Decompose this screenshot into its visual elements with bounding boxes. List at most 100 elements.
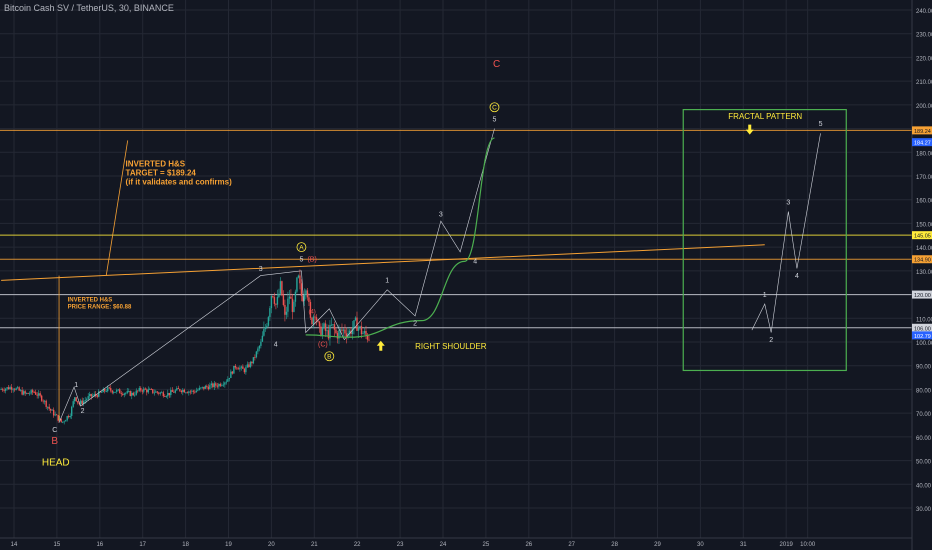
candle-body	[22, 391, 25, 395]
candle-body	[102, 389, 104, 393]
candle-body	[293, 301, 295, 312]
candle-body	[246, 364, 249, 368]
wave-label: 4	[274, 342, 278, 349]
candle-body	[294, 291, 297, 302]
candle-body	[351, 328, 354, 334]
candle-body	[363, 331, 366, 334]
candle-body	[317, 320, 319, 322]
candle-body	[147, 389, 149, 393]
candle-body	[306, 290, 309, 298]
candle-body	[171, 390, 174, 392]
chart-title: Bitcoin Cash SV / TetherUS, 30, BINANCE	[4, 3, 174, 13]
candle-body	[233, 365, 235, 374]
candle-body	[77, 401, 79, 403]
candle-body	[359, 326, 361, 328]
x-tick-label: 30	[697, 542, 704, 548]
candle-body	[209, 385, 211, 390]
candle-body	[231, 371, 234, 374]
candle-body	[174, 390, 177, 393]
price-badge	[912, 331, 932, 340]
candle-body	[296, 277, 298, 292]
wave-label: C	[52, 427, 57, 434]
candle-body	[284, 305, 286, 315]
candle-body	[353, 320, 355, 329]
annotation-text-line: INVERTED H&S	[126, 160, 186, 169]
x-tick-label: 2019	[780, 542, 794, 548]
y-tick-label: 30.00	[916, 507, 932, 513]
candle-body	[52, 409, 55, 416]
y-tick-label: 230.00	[916, 33, 932, 39]
candle-body	[276, 296, 279, 305]
candle-body	[365, 331, 367, 335]
candle-body	[266, 325, 268, 328]
candle-body	[300, 283, 303, 297]
x-tick-label: 18	[182, 542, 189, 548]
arrow-up-icon	[376, 340, 385, 351]
candle-body	[16, 387, 19, 389]
x-tick-label: 14	[11, 542, 18, 548]
candle-body	[198, 387, 201, 390]
candle-body	[339, 329, 342, 331]
x-tick-label: 15	[54, 542, 61, 548]
candle-body	[309, 302, 312, 318]
candle-body	[347, 333, 349, 337]
candle-body	[36, 394, 38, 396]
candle-body	[80, 400, 82, 404]
candle-body	[143, 388, 145, 392]
candle-body	[60, 418, 62, 422]
candle-body	[104, 389, 106, 392]
candle-body	[279, 281, 282, 294]
neckline-trendline	[1, 244, 765, 281]
x-tick-label: 16	[96, 542, 103, 548]
candle-body	[75, 397, 77, 402]
candle-body	[318, 321, 321, 327]
drawings-layer	[1, 108, 847, 423]
candle-body	[360, 326, 363, 335]
candle-body	[153, 392, 155, 394]
candle-body	[57, 415, 59, 421]
candle-body	[354, 317, 357, 321]
candle-body	[42, 400, 44, 402]
x-tick-label: 26	[525, 542, 532, 548]
candle-body	[338, 330, 340, 339]
y-tick-label: 240.00	[916, 9, 932, 15]
candle-body	[93, 393, 95, 396]
candle-body	[156, 391, 158, 393]
candle-body	[303, 294, 306, 301]
candle-body	[134, 394, 136, 396]
candle-body	[188, 391, 190, 393]
y-tick-label: 130.00	[916, 270, 932, 276]
candle-body	[278, 293, 280, 297]
candle-body	[48, 406, 50, 409]
candle-body	[330, 324, 333, 326]
candle-body	[248, 364, 250, 367]
candle-body	[81, 400, 83, 404]
wave-label: 3	[439, 211, 443, 218]
candle-body	[200, 387, 202, 389]
candle-body	[25, 393, 28, 394]
y-tick-label: 180.00	[916, 151, 932, 157]
candle-body	[267, 317, 270, 326]
candle-body	[165, 396, 167, 398]
y-tick-label: 70.00	[916, 412, 932, 418]
candle-body	[201, 386, 204, 388]
candle-body	[129, 391, 131, 396]
candle-body	[261, 335, 264, 342]
wave-label: (C)	[318, 342, 328, 349]
candle-body	[291, 298, 294, 312]
x-tick-label: 17	[139, 542, 146, 548]
candle-body	[342, 329, 345, 331]
x-tick-label: 22	[354, 542, 361, 548]
candle-body	[242, 366, 244, 369]
candle-body	[335, 329, 337, 334]
wave-label: RIGHT SHOULDER	[415, 342, 487, 351]
candle-body	[1, 389, 4, 391]
y-tick-label: 60.00	[916, 436, 932, 442]
circled-wave-label: B	[327, 354, 331, 361]
candle-body	[243, 368, 246, 373]
price-badge-label: 184.27	[914, 141, 931, 147]
candle-body	[18, 387, 20, 391]
candle-body	[366, 334, 369, 340]
x-tick-label: 27	[568, 542, 575, 548]
